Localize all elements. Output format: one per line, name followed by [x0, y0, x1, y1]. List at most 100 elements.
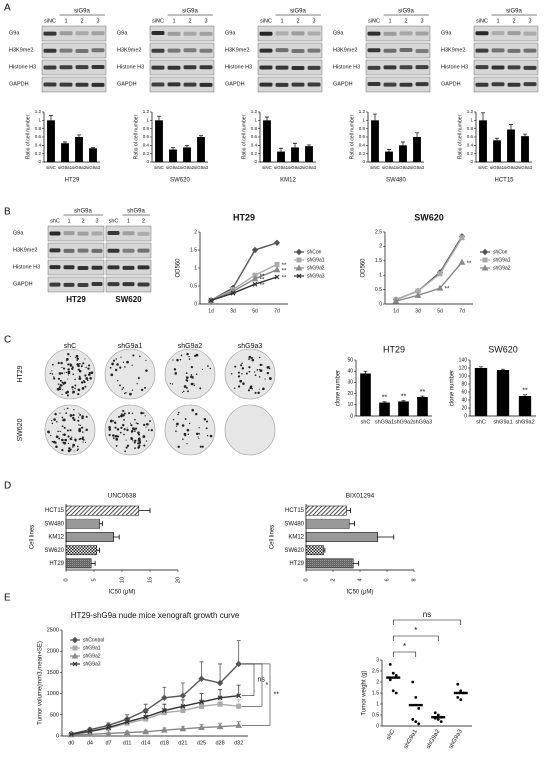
colony	[78, 412, 80, 414]
x-tick-label: siG9a1	[166, 165, 181, 170]
colony	[79, 413, 82, 416]
y-tick-label: 0.4	[467, 143, 474, 148]
blot-band	[415, 65, 429, 70]
colony	[181, 424, 185, 427]
colony	[87, 367, 90, 370]
colony	[57, 377, 61, 380]
blot-band	[507, 65, 521, 70]
series-line	[395, 261, 463, 302]
blot-group-label: siG9a	[74, 9, 90, 15]
blot-band	[183, 48, 197, 53]
legend-marker	[72, 645, 78, 651]
colony	[145, 440, 148, 442]
blot-band	[43, 31, 57, 36]
x-tick-label: siG9a2	[288, 165, 303, 170]
blot-band	[415, 82, 429, 87]
colony	[247, 389, 250, 392]
blot-band	[91, 31, 105, 36]
colony	[60, 361, 63, 365]
data-point	[388, 663, 392, 666]
colony	[113, 421, 117, 424]
y-tick-label: 20	[347, 391, 353, 397]
legend-marker	[71, 652, 79, 659]
colony	[77, 419, 80, 422]
colony	[245, 372, 248, 375]
error-bar	[420, 395, 425, 397]
bar	[263, 120, 271, 162]
colony	[269, 377, 272, 379]
blot-band	[523, 48, 537, 53]
colony	[177, 411, 180, 414]
marker	[142, 728, 150, 735]
blot-band	[399, 31, 413, 36]
blot-row-label: GAPDH	[9, 81, 29, 87]
colony	[61, 393, 63, 395]
blot-lane-label: 1	[64, 18, 67, 24]
series-line	[71, 663, 240, 735]
colony	[123, 418, 125, 421]
colony	[150, 428, 153, 432]
blot-band	[491, 31, 505, 36]
colony	[81, 364, 83, 366]
y-axis-label: Ratio of cell number	[241, 114, 247, 159]
panel-letter: B	[4, 207, 11, 218]
marker	[180, 703, 186, 709]
blot-band	[107, 265, 120, 270]
error-bar	[495, 137, 499, 141]
y-axis-label: clone number	[450, 370, 456, 406]
blot-band	[49, 282, 61, 287]
colony	[230, 373, 233, 375]
y-tick-label: 500	[50, 712, 59, 718]
error-bar	[236, 640, 241, 664]
blot-lane-label: siNC	[260, 18, 272, 24]
blot-membrane	[149, 76, 215, 93]
colony	[85, 428, 88, 432]
colony	[108, 428, 111, 431]
colony	[144, 386, 147, 389]
y-axis-label: Ratio of cell number	[457, 114, 463, 159]
colony	[122, 414, 125, 417]
colony	[110, 373, 114, 377]
colony	[66, 407, 69, 410]
colony	[131, 389, 134, 391]
colony	[137, 442, 140, 445]
comparison-bracket	[392, 635, 439, 641]
colony	[187, 433, 190, 436]
blot-band	[107, 282, 120, 287]
marker	[273, 266, 281, 273]
blot-lane-label: siNC	[476, 18, 488, 24]
panel-letter: C	[4, 335, 11, 346]
colony	[116, 363, 119, 366]
colony	[60, 384, 63, 387]
bar	[507, 129, 515, 162]
y-tick-label: 140	[459, 357, 468, 363]
colony	[81, 437, 84, 441]
colony	[51, 370, 53, 372]
blot-row-label: GAPDH	[441, 81, 461, 87]
marker	[274, 274, 280, 280]
colony	[69, 429, 72, 432]
error-bar	[265, 116, 269, 121]
bar	[305, 545, 324, 556]
colony	[145, 426, 147, 428]
x-tick-label: 8	[411, 578, 417, 581]
colony	[122, 423, 125, 427]
colony	[176, 422, 179, 426]
chart-title: HCT15	[494, 178, 514, 184]
y-tick-label: 2	[379, 244, 382, 250]
colony	[50, 420, 53, 422]
colony-dish	[44, 348, 96, 400]
y-tick-label: 0.8	[251, 126, 258, 131]
blot-band	[91, 231, 103, 236]
y-tick-label: SW480	[284, 521, 304, 527]
colony	[71, 436, 73, 438]
blot-band	[523, 65, 537, 70]
legend-label: shG9a2	[83, 653, 101, 659]
colony	[132, 354, 135, 357]
colony	[124, 392, 127, 394]
marker	[86, 730, 94, 737]
marker	[273, 239, 281, 247]
data-point	[394, 691, 398, 695]
y-tick-label: 0	[38, 159, 41, 164]
annotation: **	[260, 277, 265, 283]
